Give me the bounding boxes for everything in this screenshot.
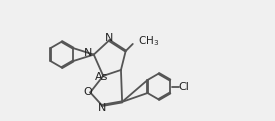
- Text: N: N: [105, 33, 113, 43]
- Text: As: As: [95, 72, 109, 82]
- Text: N: N: [98, 103, 106, 113]
- Text: Cl: Cl: [179, 82, 189, 91]
- Text: CH$_3$: CH$_3$: [138, 35, 159, 49]
- Text: O: O: [84, 87, 92, 97]
- Text: N: N: [84, 48, 93, 58]
